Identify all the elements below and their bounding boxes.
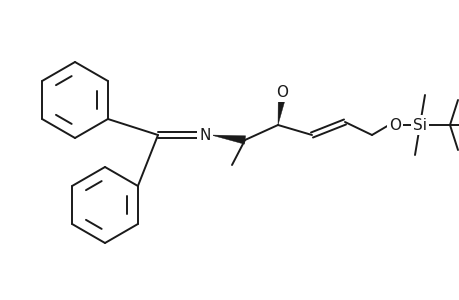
- Polygon shape: [277, 97, 285, 125]
- Polygon shape: [211, 135, 245, 144]
- Text: O: O: [275, 85, 287, 100]
- Text: N: N: [199, 128, 210, 142]
- Text: Si: Si: [412, 118, 426, 133]
- Text: O: O: [388, 118, 400, 133]
